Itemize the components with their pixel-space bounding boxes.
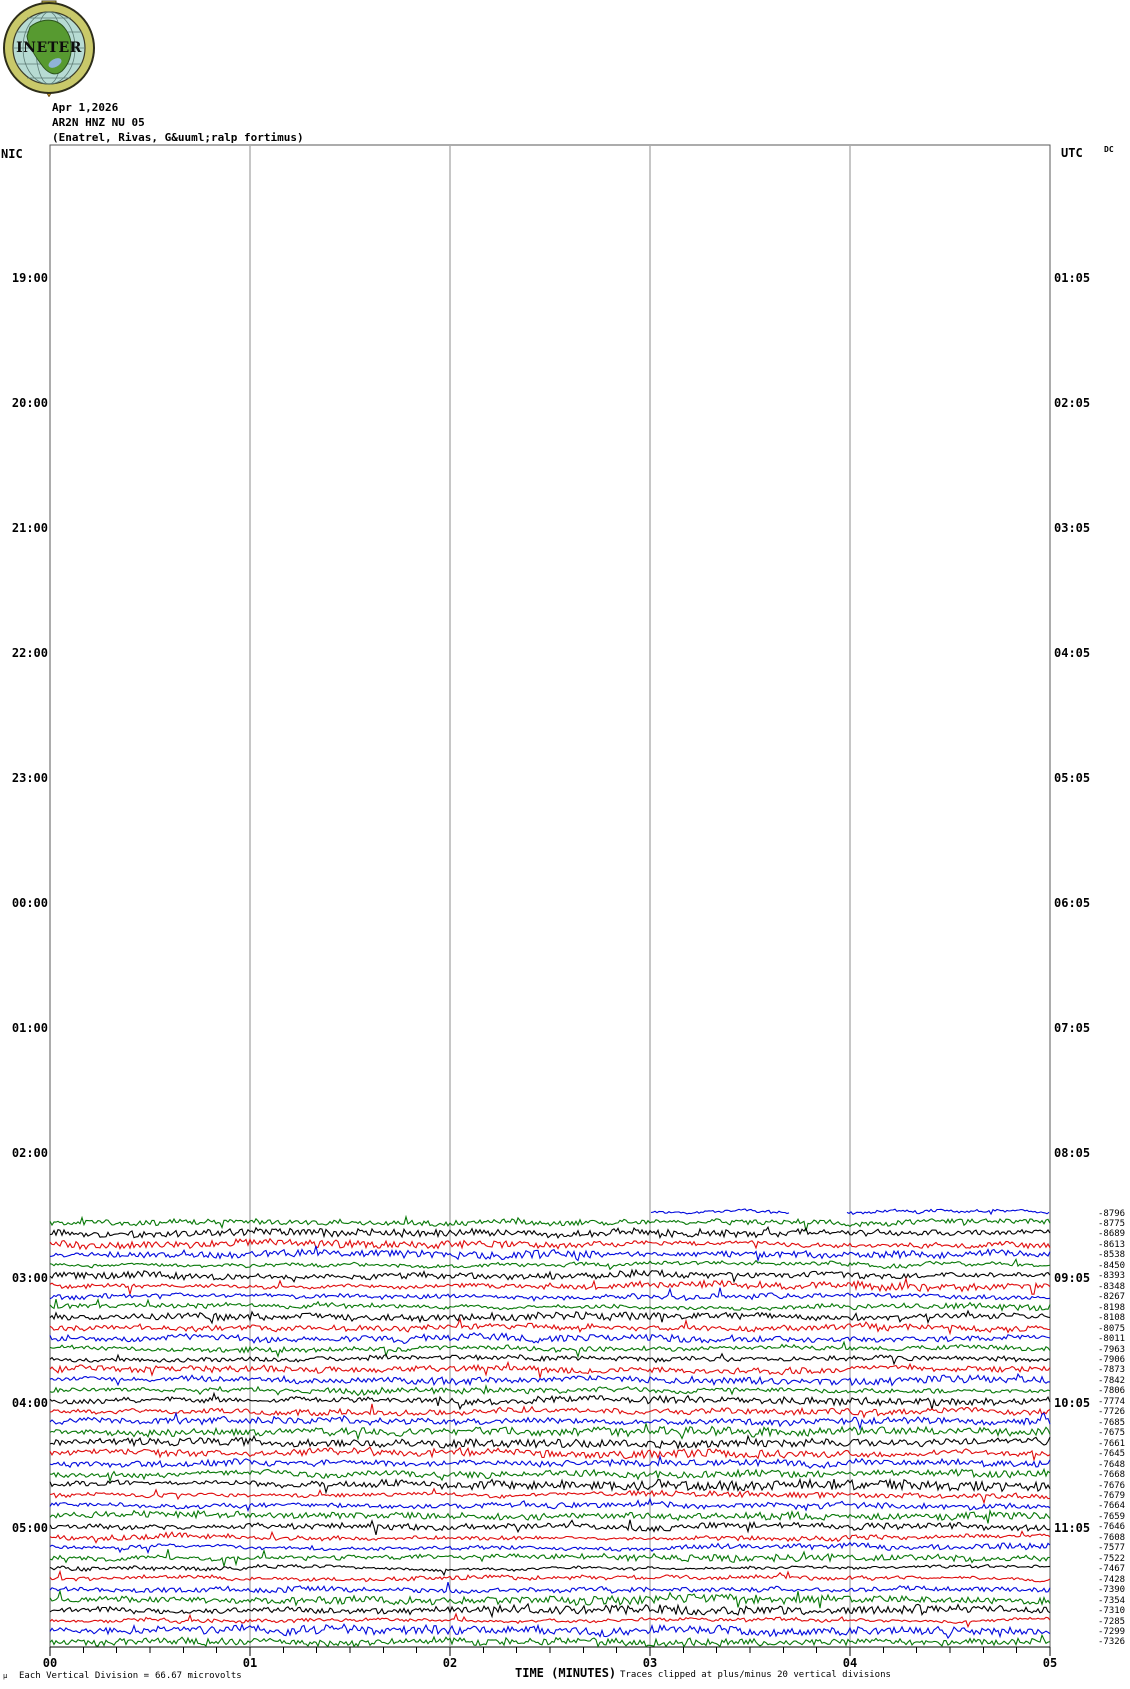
dc-offset-value: -7646 — [1098, 1522, 1126, 1533]
right-time-label: 03:05 — [1054, 521, 1091, 535]
x-tick-label: 01 — [242, 1656, 258, 1670]
dc-offset-value: -8796 — [1098, 1208, 1126, 1219]
dc-offset-value: -7522 — [1098, 1553, 1126, 1564]
left-time-label: 21:00 — [11, 521, 48, 535]
dc-column-label: DC — [1104, 145, 1114, 154]
left-time-label: 05:00 — [11, 1521, 48, 1535]
dc-offset-value: -7299 — [1098, 1627, 1126, 1638]
dc-offset-value: -8689 — [1098, 1229, 1126, 1240]
dc-offset-value: -7467 — [1098, 1564, 1126, 1575]
dc-offset-value: -7659 — [1098, 1511, 1126, 1522]
micro-mark: µ — [3, 1672, 8, 1680]
dc-offset-value: -8198 — [1098, 1302, 1126, 1313]
left-time-label: 20:00 — [11, 396, 48, 410]
x-axis-title: TIME (MINUTES) — [515, 1666, 617, 1680]
left-time-label: 04:00 — [11, 1396, 48, 1410]
dc-offset-value: -7842 — [1098, 1375, 1126, 1386]
header-date: Apr 1,2026 — [52, 101, 119, 114]
dc-offset-value: -8267 — [1098, 1292, 1126, 1303]
right-time-label: 05:05 — [1054, 771, 1091, 785]
left-timezone-label: NIC — [1, 147, 23, 161]
dc-offset-value: -7675 — [1098, 1428, 1126, 1439]
x-tick-label: 04 — [842, 1656, 858, 1670]
right-time-label: 01:05 — [1054, 271, 1091, 285]
left-time-label: 01:00 — [11, 1021, 48, 1035]
dc-offset-value: -7390 — [1098, 1585, 1126, 1596]
x-tick-label: 02 — [442, 1656, 458, 1670]
dc-offset-value: -7648 — [1098, 1459, 1126, 1470]
header-station: AR2N HNZ NU 05 — [52, 116, 145, 129]
dc-offset-value: -7963 — [1098, 1344, 1126, 1355]
dc-offset-value: -8348 — [1098, 1281, 1126, 1292]
dc-offset-value: -7906 — [1098, 1354, 1126, 1365]
dc-offset-value: -7873 — [1098, 1365, 1126, 1376]
scale-note-label: Each Vertical Division = — [19, 1671, 150, 1681]
dc-offset-value: -7726 — [1098, 1407, 1126, 1418]
right-time-label: 09:05 — [1054, 1271, 1091, 1285]
right-time-label: 07:05 — [1054, 1021, 1091, 1035]
left-time-label: 23:00 — [11, 771, 48, 785]
dc-offset-value: -7679 — [1098, 1491, 1126, 1501]
right-time-label: 06:05 — [1054, 896, 1091, 910]
right-time-label: 10:05 — [1054, 1396, 1091, 1410]
right-time-label: 04:05 — [1054, 646, 1091, 660]
x-tick-label: 00 — [42, 1656, 58, 1670]
dc-offset-value: -8393 — [1098, 1271, 1126, 1282]
dc-offset-value: -7664 — [1098, 1501, 1126, 1512]
dc-offset-value: -7577 — [1098, 1543, 1126, 1554]
logo-text: INETER — [16, 40, 82, 56]
dc-offset-value: -7676 — [1098, 1480, 1126, 1491]
dc-offset-value: -7645 — [1098, 1449, 1126, 1460]
clip-note: Traces clipped at plus/minus 20 vertical… — [620, 1670, 891, 1680]
dc-offset-value: -7354 — [1098, 1595, 1126, 1606]
logo-lake — [48, 58, 62, 68]
left-time-label: 22:00 — [11, 646, 48, 660]
dc-offset-value: -7685 — [1098, 1417, 1126, 1428]
dc-offset-value: -7428 — [1098, 1574, 1126, 1585]
right-time-label: 11:05 — [1054, 1521, 1091, 1535]
left-time-label: 03:00 — [11, 1271, 48, 1285]
header-location: (Enatrel, Rivas, G&uuml;ralp fortimus) — [52, 131, 304, 144]
x-tick-label: 05 — [1042, 1656, 1058, 1670]
dc-offset-value: -7326 — [1098, 1637, 1126, 1648]
dc-offset-value: -7668 — [1098, 1470, 1126, 1481]
dc-offset-value: -8613 — [1098, 1239, 1126, 1250]
x-tick-label: 03 — [642, 1656, 658, 1670]
dc-offset-value: -7661 — [1098, 1438, 1126, 1449]
dc-offset-value: -7310 — [1098, 1606, 1126, 1617]
ineter-logo-icon: INETER — [3, 0, 95, 97]
left-time-label: 19:00 — [11, 271, 48, 285]
dc-offset-value: -7806 — [1098, 1386, 1126, 1397]
dc-offset-value: -8775 — [1098, 1218, 1126, 1229]
right-timezone-label: UTC — [1061, 146, 1083, 160]
right-time-label: 08:05 — [1054, 1146, 1091, 1160]
dc-offset-value: -7608 — [1098, 1532, 1126, 1543]
dc-offset-value: -7285 — [1098, 1616, 1126, 1627]
left-time-label: 00:00 — [11, 896, 48, 910]
scale-note-value: 66.67 microvolts — [155, 1671, 242, 1681]
right-time-label: 02:05 — [1054, 396, 1091, 410]
dc-offset-value: -8538 — [1098, 1250, 1126, 1261]
dc-offset-value: -7774 — [1098, 1396, 1126, 1407]
left-time-label: 02:00 — [11, 1146, 48, 1160]
dc-offset-value: -8450 — [1098, 1260, 1126, 1271]
dc-offset-value: -8108 — [1098, 1313, 1126, 1324]
dc-offset-value: -8075 — [1098, 1323, 1126, 1334]
dc-offset-value: -8011 — [1098, 1334, 1126, 1345]
